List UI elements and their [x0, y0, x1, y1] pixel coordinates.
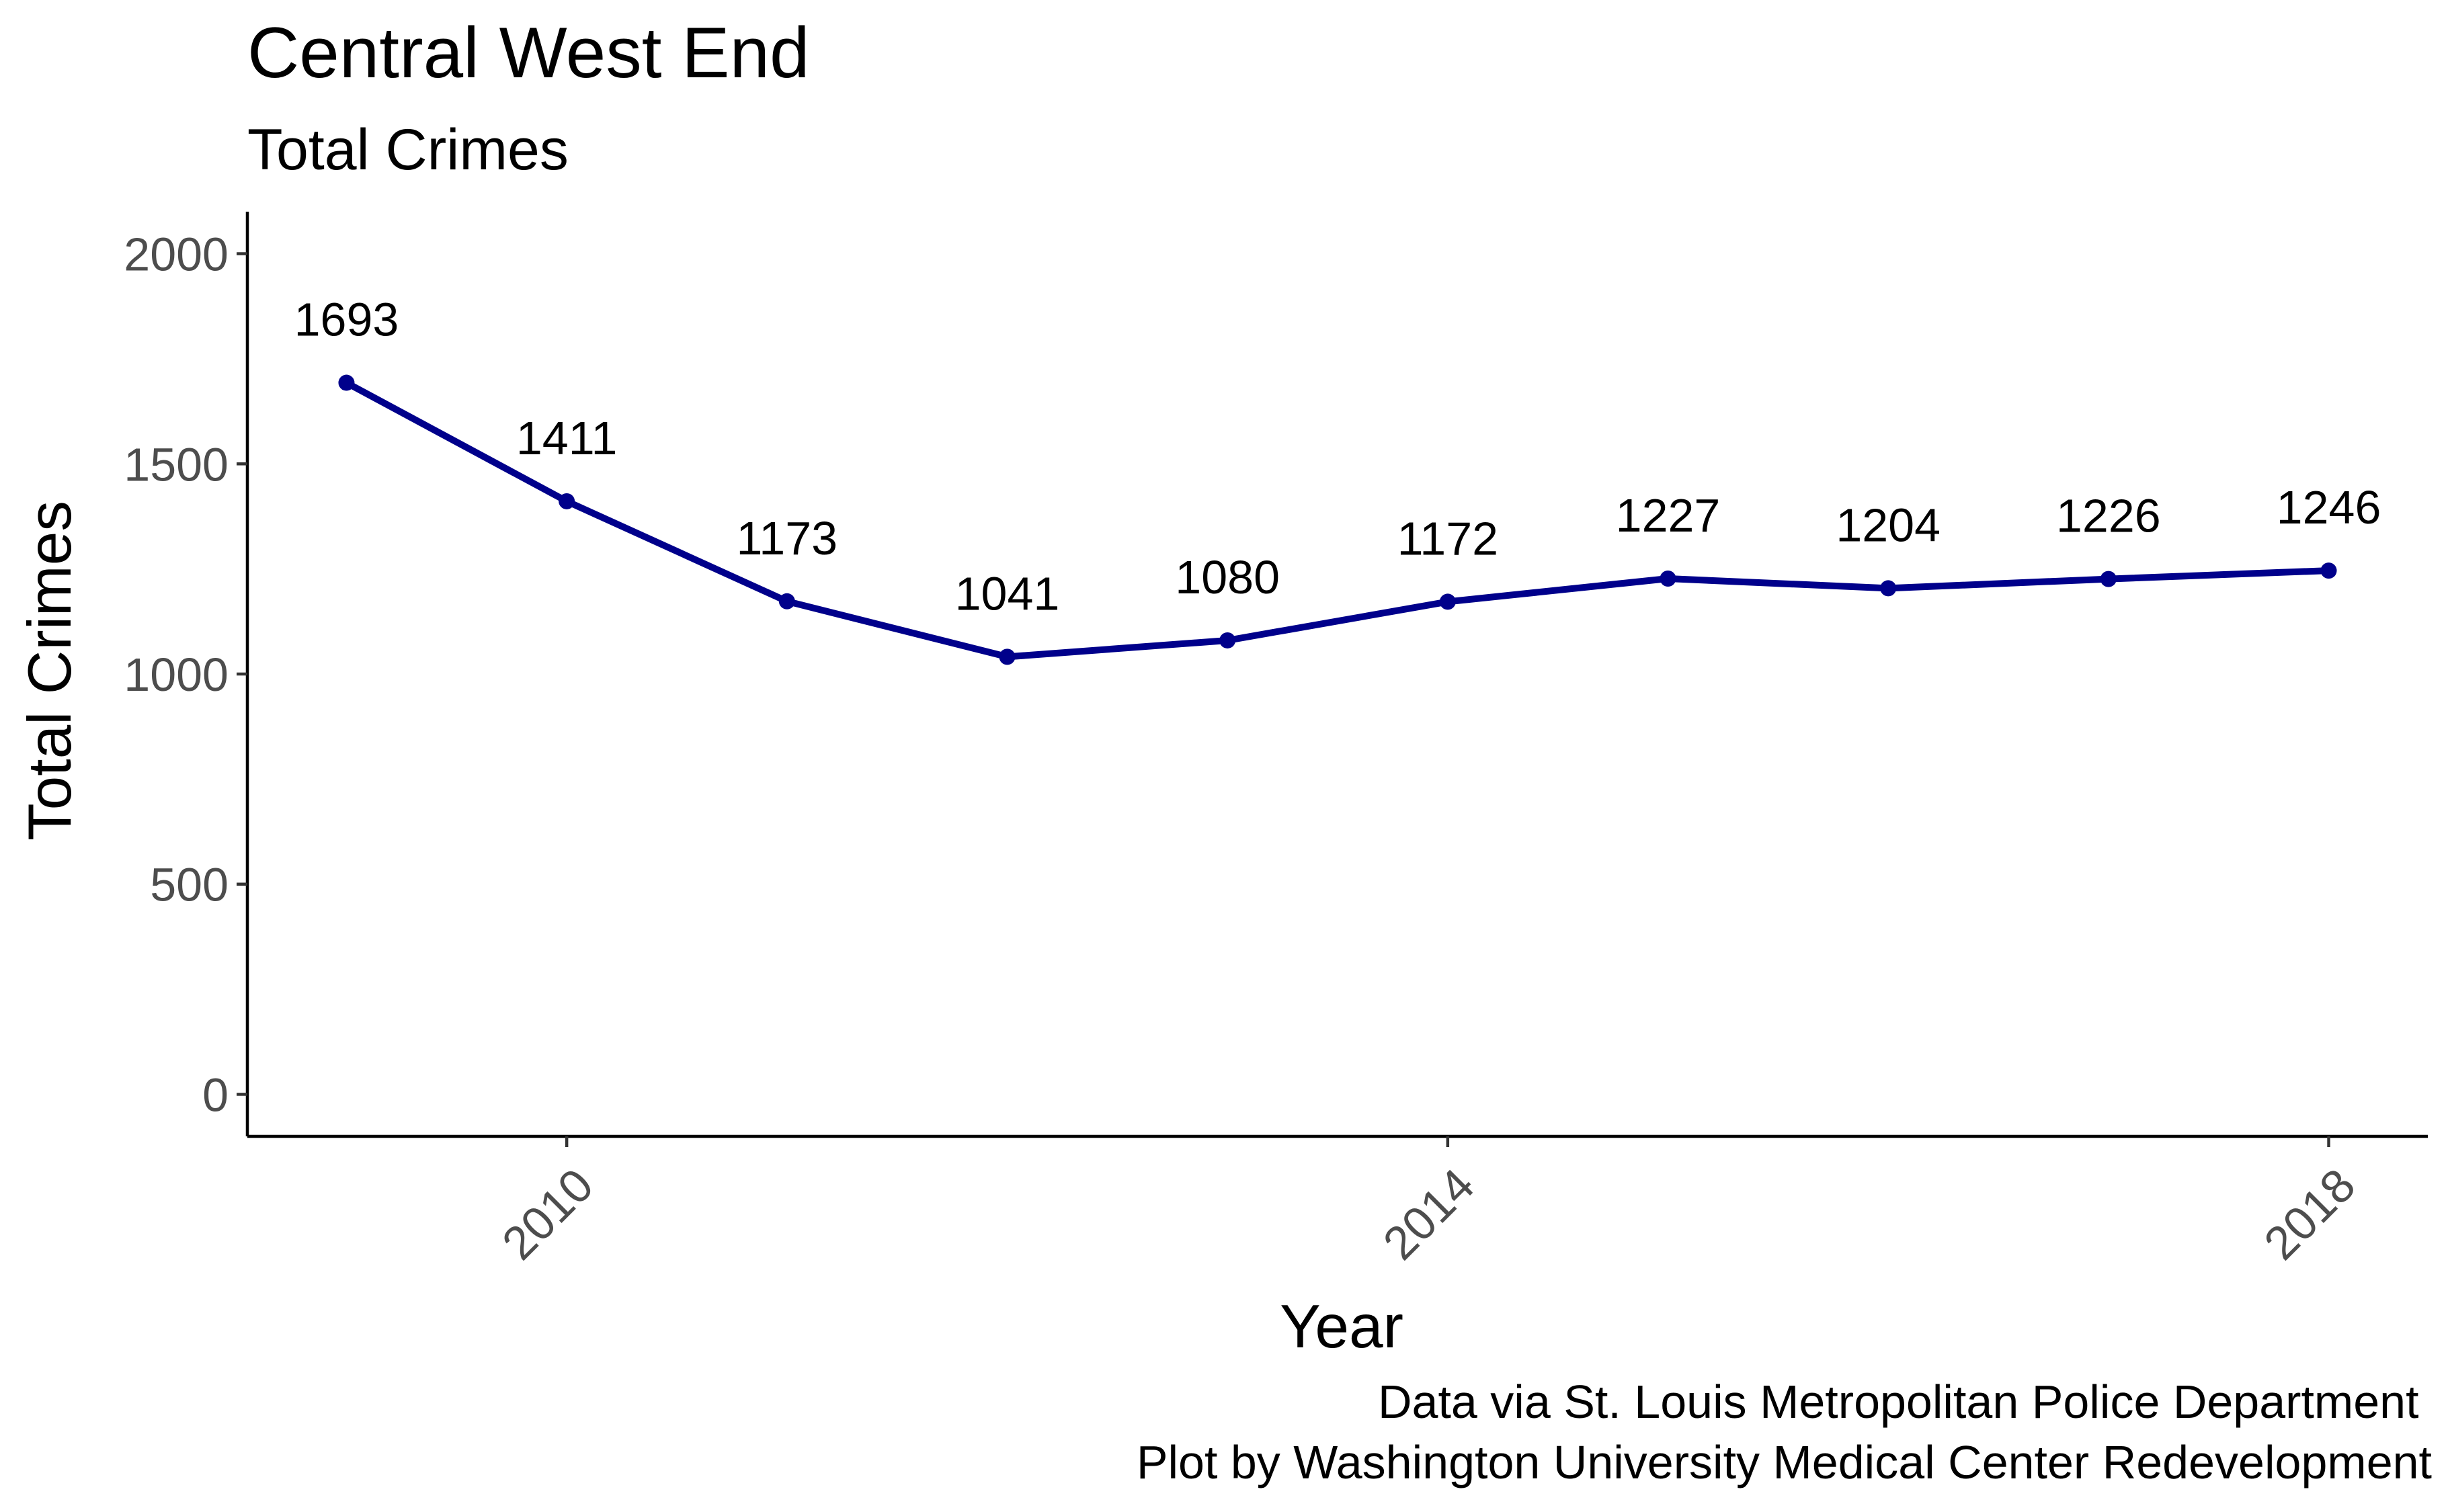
data-label: 1227: [1616, 489, 1721, 542]
x-tick-label: 2014: [1373, 1159, 1484, 1269]
x-tick-label: 2010: [492, 1159, 603, 1269]
data-point: [778, 593, 795, 610]
series-line: [343, 379, 2332, 661]
data-point: [1660, 571, 1676, 587]
plot-area: 0 500 1000 1500 2000 2010 2014 2018 1693 1411 1173…: [124, 212, 2428, 1269]
data-point: [1880, 580, 1897, 597]
data-label: 1411: [516, 412, 618, 464]
y-tick-label: 2000: [124, 228, 229, 281]
x-tick-label: 2018: [2254, 1159, 2365, 1269]
data-point: [999, 648, 1016, 665]
chart-title: Central West End: [247, 12, 810, 93]
y-tick-label: 1500: [124, 438, 229, 491]
data-point: [2100, 571, 2117, 587]
data-label: 1172: [1397, 512, 1499, 564]
y-axis-title: Total Crimes: [16, 501, 84, 841]
y-tick-label: 1000: [124, 648, 229, 701]
data-point: [1439, 593, 1456, 610]
data-point: [2320, 562, 2337, 579]
caption-source: Data via St. Louis Metropolitan Police D…: [1378, 1376, 2432, 1428]
data-label: 1693: [294, 294, 399, 346]
data-label: 1226: [2056, 490, 2161, 542]
data-label: 1173: [737, 512, 838, 564]
caption-credit: Plot by Washington University Medical Ce…: [1137, 1436, 2432, 1488]
data-label: 1080: [1175, 551, 1280, 603]
data-point: [1219, 632, 1236, 648]
x-axis-title: Year: [1280, 1293, 1403, 1361]
data-label: 1041: [955, 567, 1060, 620]
data-label: 1246: [2277, 481, 2381, 534]
y-tick-label: 500: [150, 859, 229, 911]
data-label: 1204: [1836, 499, 1941, 551]
data-point: [338, 374, 355, 391]
chart-subtitle: Total Crimes: [247, 118, 569, 182]
y-tick-label: 0: [202, 1068, 229, 1121]
data-point: [559, 493, 575, 509]
